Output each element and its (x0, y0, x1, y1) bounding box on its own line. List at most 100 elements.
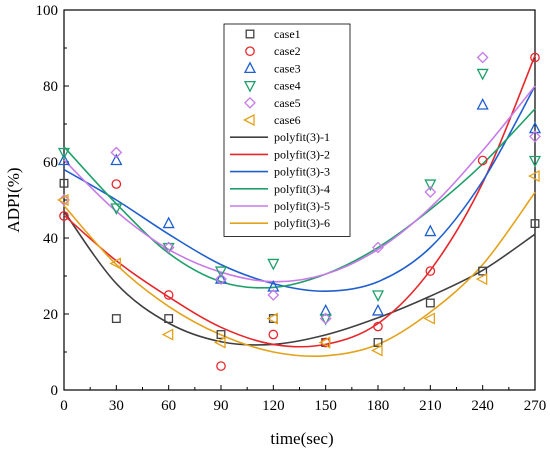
y-tick-label: 20 (43, 307, 58, 323)
marker-case1 (59, 178, 69, 188)
legend-label: polyfit(3)-6 (274, 216, 330, 230)
marker-case2 (268, 329, 279, 340)
x-tick-label: 270 (524, 398, 547, 414)
marker-case5 (215, 273, 227, 285)
legend-label: case3 (274, 61, 301, 75)
marker-case5 (424, 186, 437, 198)
marker-case2 (111, 179, 122, 189)
marker-case6 (527, 169, 540, 183)
marker-case4 (57, 147, 71, 160)
marker-case3 (371, 303, 385, 316)
marker-case5 (162, 241, 175, 254)
x-axis-title: time(sec) (270, 429, 333, 448)
marker-case2 (477, 155, 488, 166)
y-axis-title: ADPI(%) (4, 167, 23, 232)
fit-line-polyfit(3)-4 (63, 108, 536, 289)
marker-case3 (214, 272, 228, 284)
marker-case4 (476, 68, 489, 81)
marker-case3 (267, 280, 280, 292)
x-tick-label: 210 (419, 398, 442, 414)
fit-curves (63, 55, 536, 358)
marker-case6 (56, 193, 69, 207)
x-tick-label: 120 (262, 398, 285, 414)
marker-case5 (372, 241, 384, 254)
marker-case2 (59, 211, 69, 221)
legend-marker-case1 (245, 29, 255, 39)
legend-marker-case6 (242, 113, 255, 127)
y-tick-label: 100 (36, 3, 59, 19)
marker-case6 (109, 257, 121, 270)
y-axis: 0 20 40 60 80 100 (36, 3, 69, 399)
marker-case1 (373, 338, 383, 347)
legend-marker-case4 (243, 80, 257, 93)
marker-case6 (423, 312, 435, 325)
marker-case6 (266, 312, 278, 325)
x-tick-label: 30 (109, 398, 124, 414)
marker-case2 (216, 361, 226, 371)
y-tick-label: 0 (51, 383, 59, 399)
marker-case6 (370, 344, 383, 357)
legend-label: case1 (274, 27, 301, 41)
x-tick-label: 90 (214, 398, 229, 414)
fit-line-polyfit(3)-1 (63, 210, 536, 346)
marker-case5 (529, 130, 541, 143)
marker-case3 (528, 121, 542, 134)
x-axis: 0 30 60 90 120 150 180 210 240 270 (60, 385, 546, 414)
marker-case6 (161, 328, 174, 341)
fit-line-polyfit(3)-5 (63, 85, 536, 283)
marker-case1 (216, 330, 226, 339)
legend-label: case4 (274, 79, 301, 93)
marker-case1 (530, 219, 540, 229)
plot-area: 0 30 60 90 120 150 180 210 240 270 0 20 40 60 80 100 (36, 3, 547, 414)
legend-marker-case3 (243, 61, 257, 74)
y-tick-label: 40 (43, 231, 58, 247)
marker-case6 (213, 336, 226, 349)
x-tick-label: 0 (60, 398, 68, 414)
x-tick-label: 150 (314, 398, 337, 414)
marker-case3 (162, 216, 175, 229)
legend-label: case5 (274, 96, 301, 110)
marker-case6 (318, 336, 331, 349)
marker-case4 (371, 290, 385, 303)
marker-case5 (476, 51, 489, 64)
marker-case1 (478, 266, 488, 276)
legend-label: polyfit(3)-2 (274, 147, 330, 161)
marker-case4 (424, 179, 437, 192)
x-tick-label: 60 (161, 398, 176, 414)
marker-case6 (475, 272, 488, 286)
marker-case2 (373, 321, 383, 332)
legend-label: polyfit(3)-4 (274, 182, 330, 196)
marker-case1 (111, 314, 121, 324)
legend-label: case2 (274, 44, 301, 58)
legend: case1 case2 case3 case4 case5 case6 polyfit(3)… (223, 23, 351, 237)
marker-case4 (267, 258, 280, 271)
marker-case3 (424, 224, 437, 237)
legend-label: polyfit(3)-1 (274, 130, 330, 144)
marker-case5 (110, 146, 123, 159)
fit-line-polyfit(3)-6 (63, 191, 536, 358)
y-tick-label: 60 (43, 155, 58, 171)
marker-case5 (319, 312, 332, 325)
x-tick-label: 240 (471, 398, 494, 414)
marker-case4 (214, 266, 228, 279)
marker-case2 (425, 266, 436, 276)
marker-case5 (267, 289, 280, 301)
data-markers (56, 51, 542, 371)
marker-case3 (476, 97, 489, 110)
marker-case2 (530, 52, 540, 63)
marker-case4 (110, 203, 123, 215)
marker-case2 (163, 290, 174, 300)
legend-label: polyfit(3)-3 (274, 165, 330, 179)
x-tick-label: 180 (367, 398, 390, 414)
legend-marker-case5 (244, 96, 256, 109)
marker-case1 (164, 314, 174, 324)
marker-case1 (425, 298, 435, 308)
marker-case4 (162, 242, 175, 255)
marker-case4 (319, 313, 332, 326)
legend-marker-case2 (245, 46, 255, 57)
marker-case3 (110, 153, 123, 166)
y-tick-label: 80 (43, 79, 58, 95)
legend-label: polyfit(3)-5 (274, 199, 330, 213)
marker-case4 (528, 155, 542, 168)
